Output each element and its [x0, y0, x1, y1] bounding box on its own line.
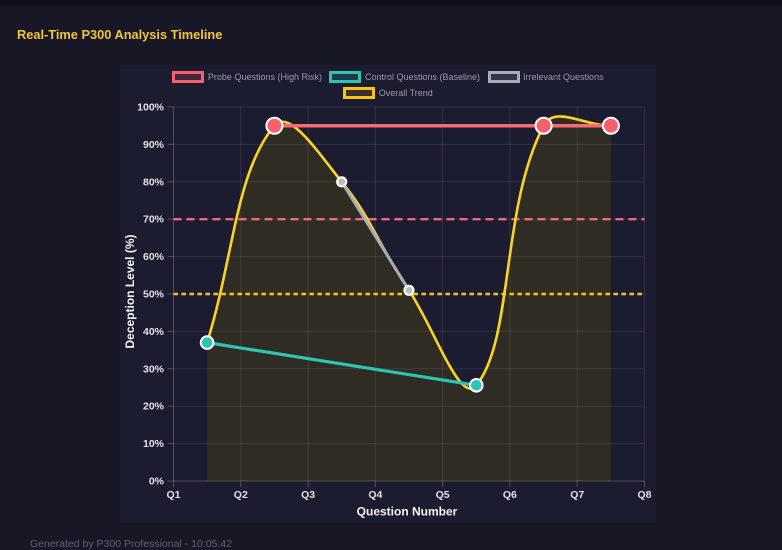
svg-text:Q2: Q2 — [234, 489, 248, 501]
svg-text:Question Number: Question Number — [357, 505, 458, 519]
svg-text:Q3: Q3 — [301, 489, 315, 501]
svg-text:Q5: Q5 — [436, 489, 450, 501]
svg-text:90%: 90% — [143, 139, 165, 151]
svg-text:70%: 70% — [143, 214, 165, 226]
svg-text:40%: 40% — [143, 326, 165, 338]
svg-text:20%: 20% — [143, 401, 165, 413]
svg-text:80%: 80% — [143, 176, 165, 188]
svg-text:50%: 50% — [143, 289, 165, 301]
svg-text:Deception Level (%): Deception Level (%) — [123, 234, 137, 348]
svg-text:Q7: Q7 — [570, 489, 584, 501]
svg-text:30%: 30% — [143, 363, 165, 375]
svg-text:Q4: Q4 — [368, 489, 382, 501]
svg-text:Q1: Q1 — [166, 489, 180, 501]
svg-text:100%: 100% — [137, 102, 165, 114]
svg-text:10%: 10% — [143, 438, 165, 450]
svg-text:Q6: Q6 — [503, 489, 517, 501]
svg-text:0%: 0% — [149, 476, 165, 488]
svg-text:60%: 60% — [143, 251, 165, 263]
svg-text:Q8: Q8 — [637, 489, 651, 501]
